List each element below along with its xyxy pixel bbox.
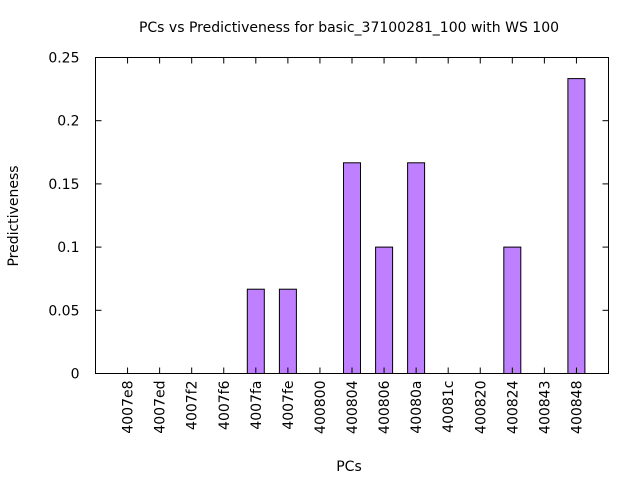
x-tick-label: 40081c bbox=[441, 381, 457, 433]
y-tick-label: 0.05 bbox=[48, 303, 79, 319]
x-tick-label: 4007ed bbox=[153, 381, 169, 434]
x-axis-label: PCs bbox=[336, 459, 362, 475]
y-tick-label: 0 bbox=[71, 367, 80, 383]
x-tick-label: 400824 bbox=[505, 380, 521, 434]
bar-400824 bbox=[503, 246, 522, 375]
x-tick-label: 400843 bbox=[537, 381, 553, 434]
y-ticks-group: 0 0.05 0.1 0.15 0.2 0.25 bbox=[48, 51, 609, 383]
x-tick-label: 400848 bbox=[569, 381, 585, 434]
x-tick-label: 4007e8 bbox=[121, 381, 137, 434]
x-tick-label: 4007f2 bbox=[185, 381, 201, 430]
chart-title: PCs vs Predictiveness for basic_37100281… bbox=[139, 20, 559, 36]
y-tick-label: 0.25 bbox=[48, 51, 79, 67]
bar-400848 bbox=[567, 78, 586, 374]
plot-frame bbox=[95, 57, 609, 374]
x-tick-label: 400820 bbox=[473, 381, 489, 434]
x-tick-label: 40080a bbox=[409, 381, 425, 434]
x-tick-label: 400804 bbox=[345, 380, 361, 434]
bar-400804 bbox=[343, 162, 361, 374]
bar-40080a bbox=[407, 162, 426, 374]
x-tick-label: 4007f6 bbox=[217, 380, 233, 430]
y-tick-label: 0.2 bbox=[57, 114, 79, 130]
x-tick-label: 400806 bbox=[377, 380, 393, 434]
bar-4007fa bbox=[246, 288, 265, 375]
y-axis-label: Predictiveness bbox=[6, 165, 22, 266]
x-tick-label: 4007fe bbox=[281, 381, 297, 430]
y-tick-label: 0.1 bbox=[57, 240, 79, 256]
x-ticks-group: 4007e8 4007ed 4007f2 4007f6 4007fa 4007fe 4008… bbox=[121, 57, 585, 434]
x-tick-label: 400800 bbox=[313, 381, 329, 434]
y-tick-label: 0.15 bbox=[48, 177, 79, 193]
bars-group bbox=[246, 78, 586, 375]
bar-400806 bbox=[375, 246, 394, 375]
bar-4007fe bbox=[278, 288, 297, 375]
x-tick-label: 4007fa bbox=[249, 381, 265, 430]
